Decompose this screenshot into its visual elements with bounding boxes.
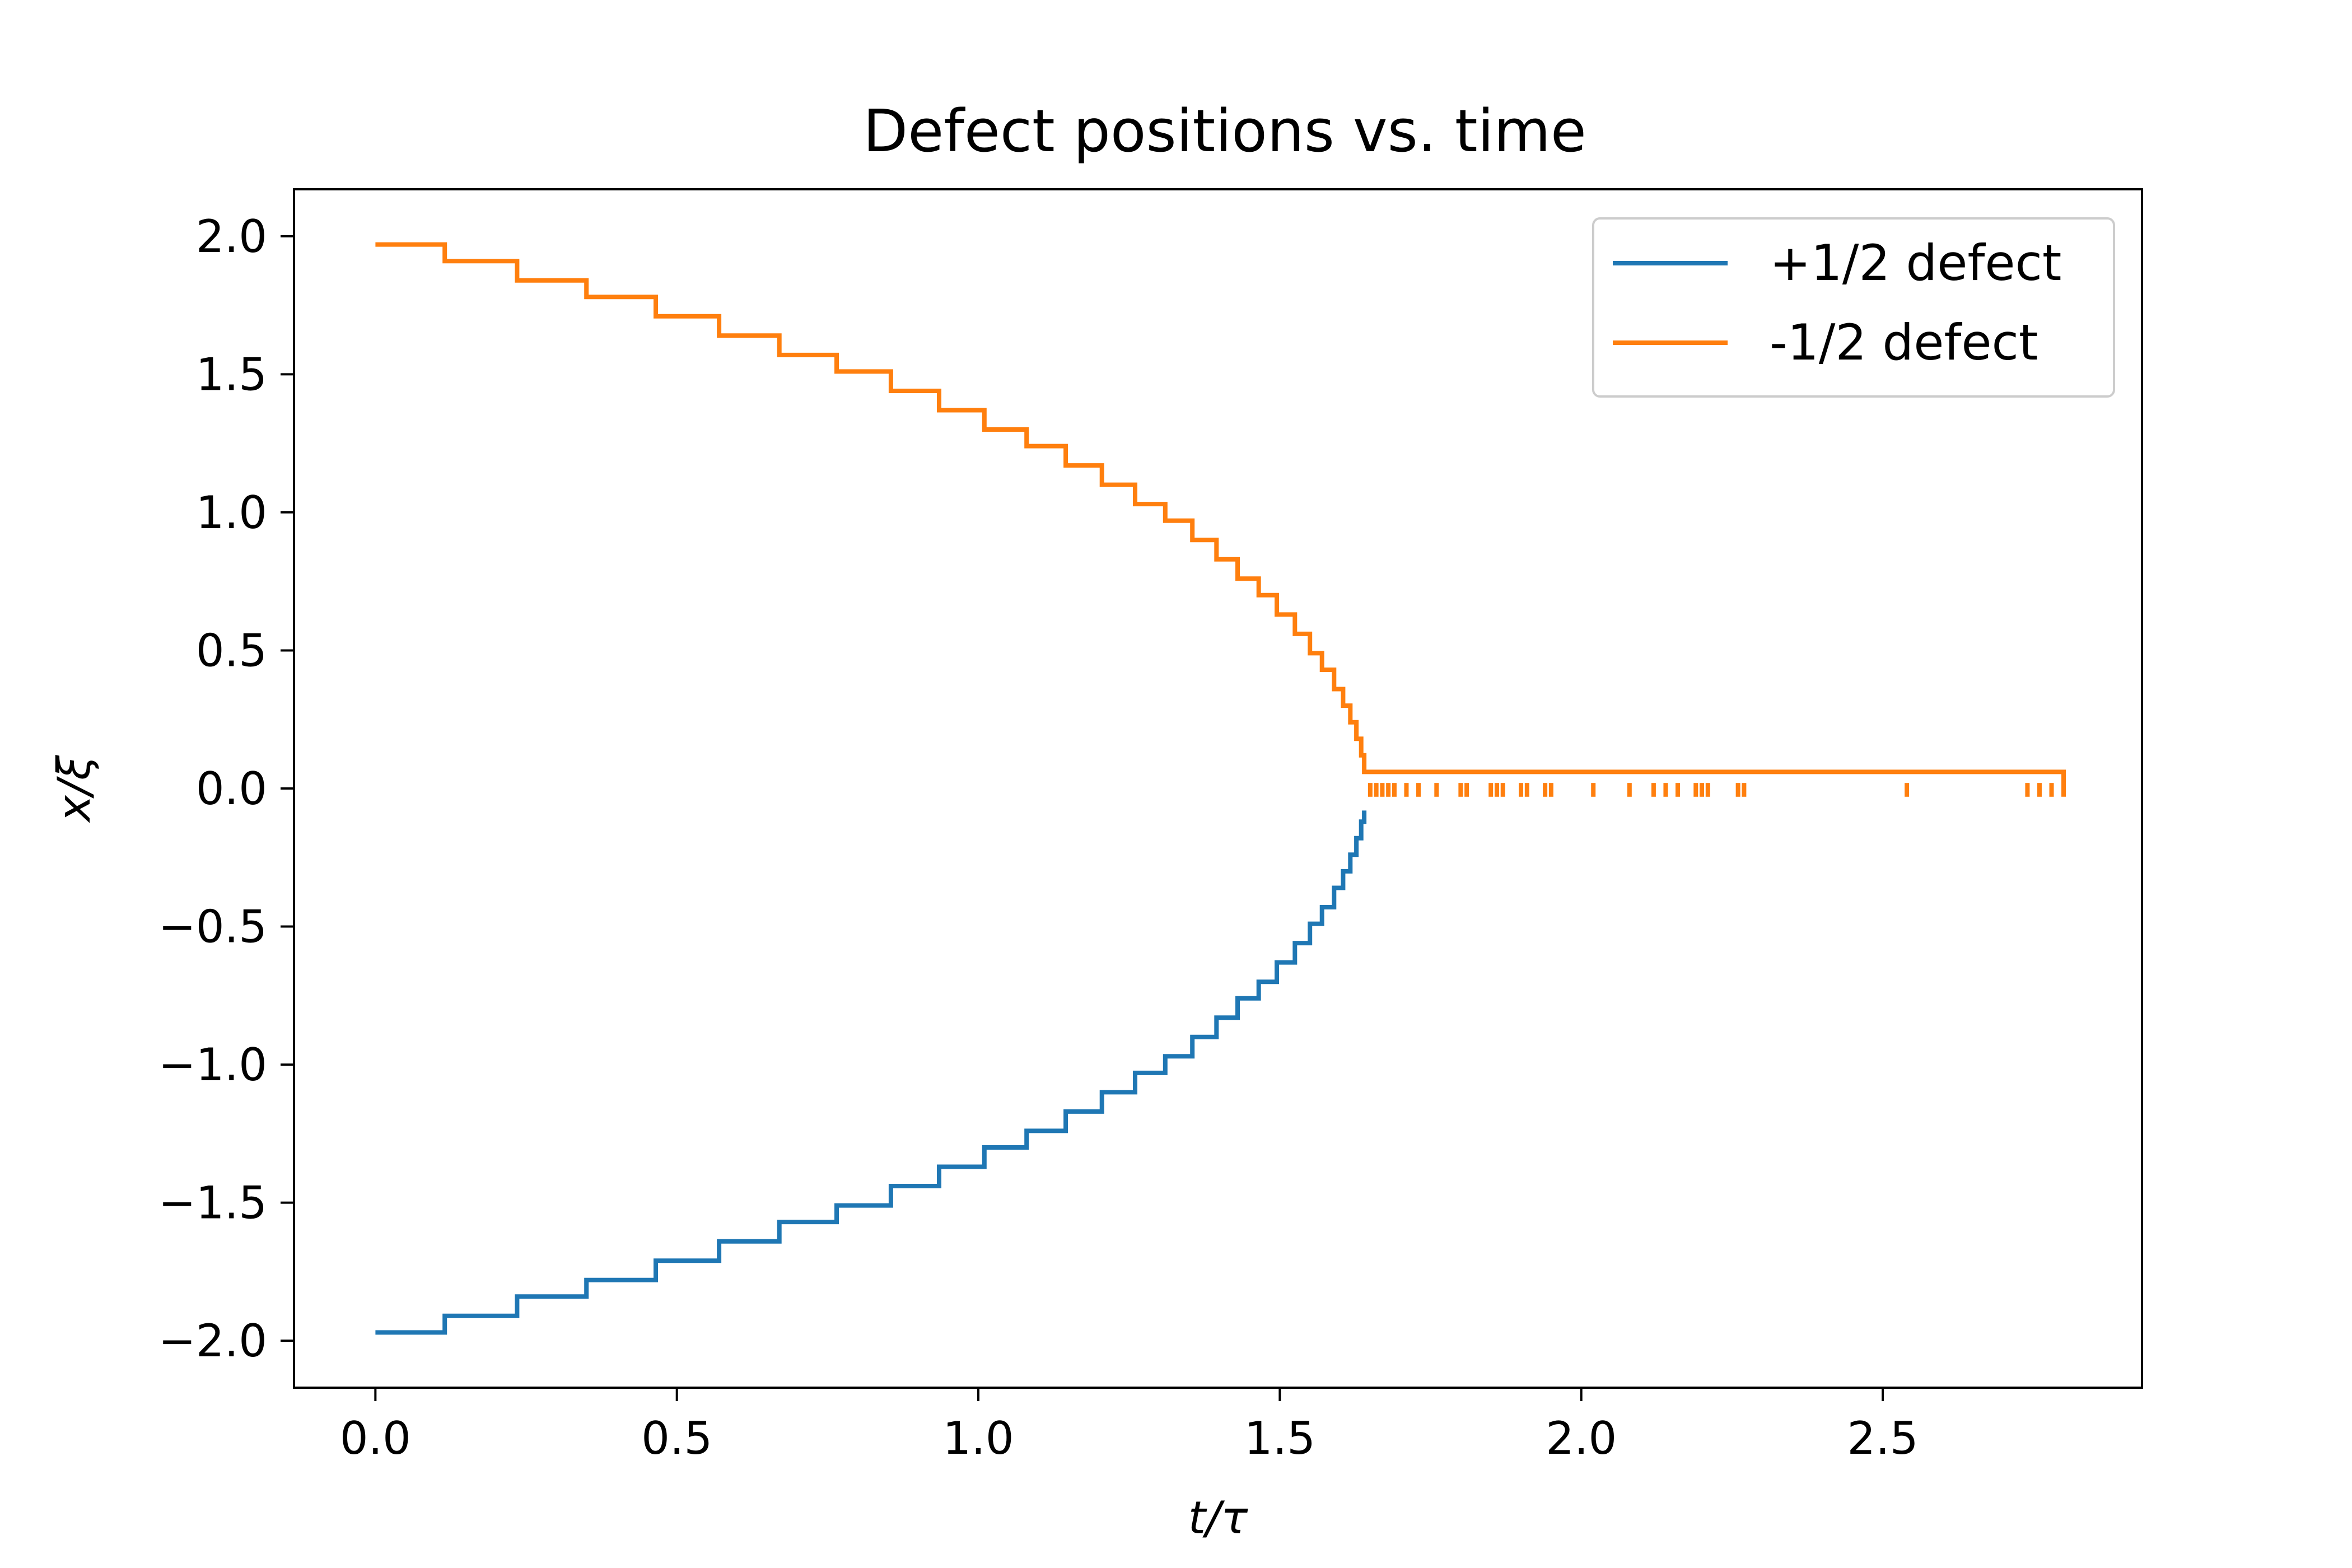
y-axis-label: x/ξ [48, 754, 100, 823]
ticks-layer: 0.0 0.5 1.0 1.5 2.0 2.5 2.0 1.5 1.0 0.5 0.0 −0.5 −1.… [158, 211, 1919, 1464]
x-axis-label: t/τ [1188, 1492, 1248, 1544]
y-tick-label: 1.5 [196, 348, 267, 400]
y-tick-label: 0.5 [196, 624, 267, 676]
y-tick-label: 1.0 [196, 487, 267, 539]
y-tick-label: −2.0 [158, 1315, 267, 1367]
legend-label-minus-half: -1/2 defect [1770, 314, 2038, 371]
legend-label-plus-half: +1/2 defect [1770, 234, 2061, 292]
chart-title: Defect positions vs. time [863, 97, 1586, 165]
x-tick-label: 0.0 [340, 1412, 411, 1464]
series-plus-half-defect-line [375, 810, 1367, 1335]
legend: +1/2 defect -1/2 defect [1592, 217, 2115, 398]
series-layer [375, 242, 2066, 1335]
x-tick-label: 1.5 [1244, 1412, 1315, 1464]
y-tick-label: −0.5 [158, 901, 267, 953]
y-tick-label: 2.0 [196, 211, 267, 263]
x-tick-label: 0.5 [641, 1412, 712, 1464]
x-tick-label: 2.0 [1546, 1412, 1617, 1464]
y-tick-label: −1.0 [158, 1039, 267, 1091]
series-minus-half-defect-line [375, 242, 2066, 797]
x-tick-label: 2.5 [1847, 1412, 1918, 1464]
y-tick-label: −1.5 [158, 1177, 267, 1229]
y-tick-label: 0.0 [196, 763, 267, 815]
plot-frame [293, 188, 2143, 1389]
x-tick-label: 1.0 [942, 1412, 1014, 1464]
